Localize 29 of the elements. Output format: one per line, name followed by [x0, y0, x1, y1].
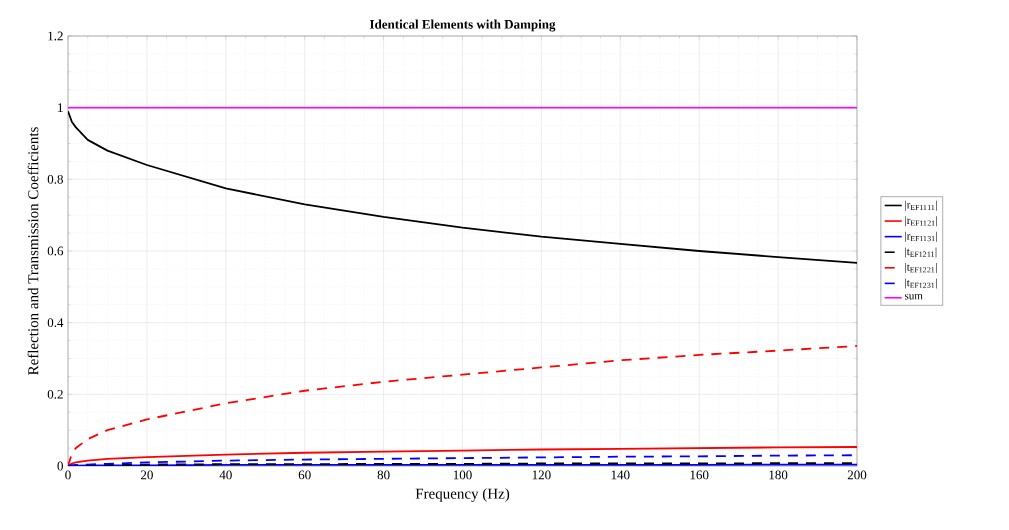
y-tick-label: 0 — [57, 461, 63, 471]
x-tick-label: 200 — [847, 470, 867, 480]
legend-label: |r$_{EF1111}$| — [905, 200, 937, 211]
line-series — [68, 110, 858, 264]
legend-label: |r$_{EF1131}$| — [905, 231, 937, 242]
x-tick-label: 80 — [377, 470, 390, 480]
y-axis-title: Reflection and Transmission Coefficients — [27, 127, 39, 375]
x-tick-label: 0 — [65, 470, 71, 480]
legend-label: |r$_{EF1121}$| — [905, 216, 937, 227]
legend-label: |t$_{EF1221}$| — [905, 263, 937, 274]
x-tick-label: 20 — [140, 470, 153, 480]
legend-label: |t$_{EF1231}$| — [905, 278, 937, 289]
x-tick-label: 120 — [532, 470, 551, 480]
x-tick-label: 60 — [298, 470, 311, 480]
y-tick-label: 0.4 — [47, 318, 64, 328]
y-tick-label: 1 — [58, 103, 63, 112]
x-tick-label: 40 — [219, 470, 232, 480]
y-tick-label: 0.2 — [47, 389, 63, 399]
x-tick-label: 100 — [453, 470, 472, 480]
legend-label: sum — [905, 294, 923, 300]
x-tick-label: 160 — [690, 470, 709, 480]
x-tick-label: 180 — [769, 470, 788, 480]
y-tick-label: 0.6 — [47, 246, 64, 256]
chart-title: Identical Elements with Damping — [369, 19, 556, 32]
x-axis-title: Frequency (Hz) — [415, 488, 510, 502]
y-tick-label: 0.8 — [47, 174, 63, 184]
x-tick-label: 140 — [611, 470, 630, 480]
legend-label: |t$_{EF1211}$| — [905, 247, 937, 258]
y-tick-label: 1.2 — [48, 31, 63, 41]
